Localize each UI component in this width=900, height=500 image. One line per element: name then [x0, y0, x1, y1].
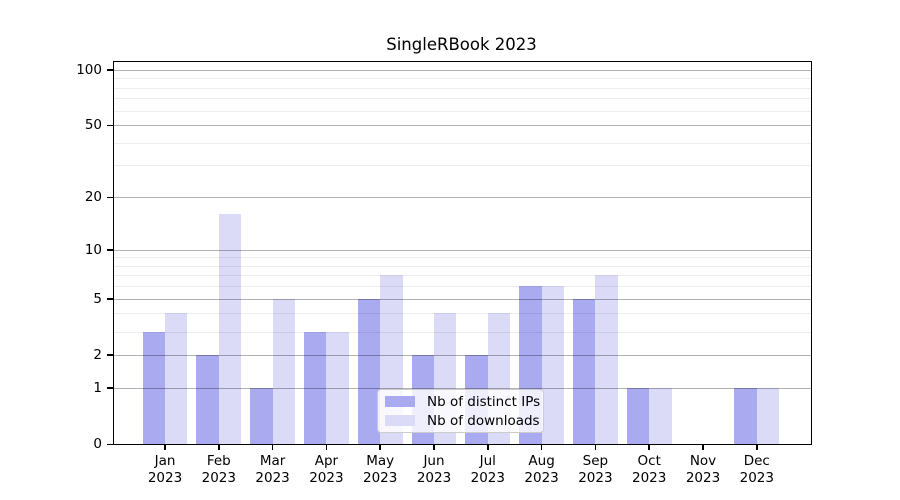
x-axis-tick-label: Nov 2023: [673, 453, 733, 487]
x-axis-tick: [271, 444, 274, 450]
x-axis-tick-label: Dec 2023: [727, 453, 787, 487]
bar-ips-jan: [142, 331, 165, 444]
legend: Nb of distinct IPs Nb of downloads: [377, 389, 544, 433]
bar-downloads-oct: [649, 387, 672, 444]
x-axis-tick-label: Aug 2023: [512, 453, 572, 487]
legend-item-downloads: Nb of downloads: [385, 412, 543, 429]
bar-downloads-jan: [165, 313, 188, 444]
bar-ips-apr: [304, 331, 327, 444]
y-axis-tick-label: 5: [93, 290, 102, 307]
month-label: Dec: [743, 453, 770, 469]
x-axis-tick: [379, 444, 381, 450]
y-axis-tick-label: 1: [93, 379, 102, 396]
bar-downloads-dec: [756, 387, 780, 444]
x-axis-tick-label: Jul 2023: [458, 453, 518, 487]
bar-downloads-feb: [218, 214, 242, 444]
x-axis-tick-label: Feb 2023: [189, 453, 249, 487]
legend-label-distinct-ips: Nb of distinct IPs: [427, 393, 541, 410]
minor-gridline: [114, 110, 811, 112]
major-gridline: [114, 125, 811, 127]
month-label: May: [366, 453, 395, 469]
bar-downloads-mar: [272, 298, 295, 444]
x-axis-tick: [433, 444, 435, 450]
month-label: Mar: [259, 453, 286, 469]
x-axis-tick: [218, 444, 220, 450]
y-axis-tick: [107, 196, 114, 199]
legend-item-distinct-ips: Nb of distinct IPs: [385, 393, 543, 410]
year-label: 2023: [416, 470, 452, 486]
year-label: 2023: [685, 470, 721, 486]
year-label: 2023: [470, 470, 505, 486]
x-axis-tick: [648, 444, 650, 450]
year-label: 2023: [578, 470, 613, 486]
bar-ips-feb: [196, 354, 219, 444]
minor-gridline: [114, 98, 811, 100]
bar-downloads-sep: [595, 275, 618, 444]
x-axis-tick: [594, 444, 597, 450]
month-label: Oct: [637, 453, 661, 469]
y-axis-tick-label: 50: [84, 117, 102, 134]
bar-ips-mar: [250, 387, 273, 444]
x-axis-tick-label: Jun 2023: [404, 453, 464, 487]
year-label: 2023: [147, 470, 183, 486]
minor-gridline: [114, 87, 811, 89]
y-axis-tick-label: 100: [76, 61, 102, 78]
x-axis-tick: [702, 444, 704, 450]
month-label: Feb: [206, 453, 231, 469]
year-label: 2023: [739, 470, 774, 486]
x-axis-tick-label: May 2023: [350, 453, 410, 487]
year-label: 2023: [201, 470, 236, 486]
legend-swatch-downloads: [385, 415, 415, 426]
year-label: 2023: [363, 470, 398, 486]
x-axis-tick-label: Jan 2023: [135, 453, 195, 487]
year-label: 2023: [255, 470, 290, 486]
x-axis-tick: [487, 444, 489, 450]
month-label: Sep: [582, 453, 609, 469]
bar-ips-sep: [573, 298, 596, 444]
plot-area: Nb of distinct IPs Nb of downloads 0 1 2 5 1…: [76, 61, 812, 486]
month-label: Apr: [314, 453, 339, 469]
month-label: Nov: [689, 453, 717, 469]
bar-downloads-apr: [326, 331, 349, 444]
minor-gridline: [114, 142, 811, 144]
legend-label-downloads: Nb of downloads: [427, 412, 540, 429]
chart-title: SingleRBook 2023: [386, 35, 537, 54]
bar-ips-dec: [734, 387, 757, 444]
month-label: Aug: [528, 453, 555, 469]
minor-gridline: [114, 165, 811, 167]
y-axis-tick: [107, 387, 114, 389]
minor-gridline: [114, 78, 811, 80]
month-label: Jun: [423, 453, 445, 469]
major-gridline: [114, 197, 811, 199]
x-axis-tick-label: Apr 2023: [296, 453, 356, 487]
major-gridline: [114, 69, 811, 71]
bar-downloads-aug: [541, 286, 564, 444]
y-axis-tick: [107, 298, 114, 300]
x-axis-tick: [540, 444, 543, 450]
x-axis-tick-label: Oct 2023: [619, 453, 679, 487]
y-axis-tick-label: 2: [93, 346, 102, 363]
bar-ips-may: [357, 298, 381, 444]
x-axis-tick-label: Sep 2023: [565, 453, 625, 487]
month-label: Jul: [479, 453, 496, 469]
x-axis-tick: [756, 444, 758, 450]
y-axis-tick: [107, 443, 114, 445]
y-axis-tick: [107, 69, 114, 71]
x-axis-tick: [164, 444, 166, 450]
y-axis-tick-label: 20: [84, 189, 102, 206]
y-axis-tick: [107, 354, 114, 356]
year-label: 2023: [632, 470, 667, 486]
year-label: 2023: [309, 470, 344, 486]
bar-ips-oct: [626, 387, 650, 444]
x-axis-tick-label: Mar 2023: [243, 453, 303, 487]
legend-swatch-distinct-ips: [385, 396, 415, 407]
year-label: 2023: [524, 470, 559, 486]
x-axis-tick: [325, 444, 328, 450]
month-label: Jan: [154, 453, 176, 469]
y-axis-tick-label: 0: [93, 436, 102, 452]
y-axis-tick-label: 10: [84, 241, 102, 258]
y-axis-tick: [107, 249, 114, 251]
y-axis-tick: [107, 124, 114, 127]
